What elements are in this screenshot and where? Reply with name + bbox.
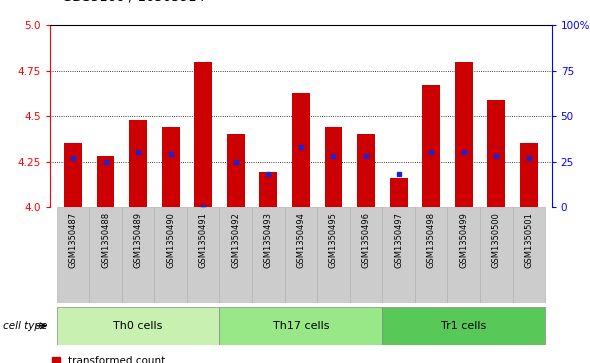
Bar — [227, 134, 245, 207]
Bar — [382, 307, 545, 345]
Text: cell type: cell type — [3, 321, 47, 331]
Bar — [447, 207, 480, 303]
Bar — [122, 207, 155, 303]
Text: transformed count: transformed count — [68, 356, 165, 363]
Text: Th0 cells: Th0 cells — [113, 321, 163, 331]
Bar — [357, 134, 375, 207]
Bar — [520, 143, 538, 207]
Text: GSM1350487: GSM1350487 — [68, 212, 77, 268]
Text: GSM1350495: GSM1350495 — [329, 212, 338, 268]
Text: GSM1350496: GSM1350496 — [362, 212, 371, 268]
Text: GSM1350499: GSM1350499 — [459, 212, 468, 268]
Bar — [513, 207, 545, 303]
Bar — [162, 127, 179, 207]
Text: GSM1350493: GSM1350493 — [264, 212, 273, 268]
Bar — [194, 62, 212, 207]
Bar — [57, 307, 219, 345]
Bar — [97, 156, 114, 207]
Bar — [422, 85, 440, 207]
Bar — [292, 93, 310, 207]
Text: Tr1 cells: Tr1 cells — [441, 321, 486, 331]
Text: GSM1350489: GSM1350489 — [133, 212, 143, 268]
Bar — [219, 307, 382, 345]
Bar — [487, 100, 505, 207]
Bar — [480, 207, 513, 303]
Text: Th17 cells: Th17 cells — [273, 321, 329, 331]
Text: GSM1350491: GSM1350491 — [199, 212, 208, 268]
Bar — [64, 143, 82, 207]
Bar — [187, 207, 219, 303]
Text: GSM1350498: GSM1350498 — [427, 212, 435, 268]
Bar — [415, 207, 447, 303]
Bar — [389, 178, 408, 207]
Text: GSM1350500: GSM1350500 — [492, 212, 501, 268]
Bar — [219, 207, 252, 303]
Text: GSM1350488: GSM1350488 — [101, 212, 110, 268]
Bar — [350, 207, 382, 303]
Text: GSM1350492: GSM1350492 — [231, 212, 240, 268]
Bar — [155, 207, 187, 303]
Bar — [317, 207, 350, 303]
Text: GSM1350494: GSM1350494 — [296, 212, 306, 268]
Text: GSM1350497: GSM1350497 — [394, 212, 403, 268]
Text: GSM1350490: GSM1350490 — [166, 212, 175, 268]
Bar — [260, 172, 277, 207]
Bar — [324, 127, 342, 207]
Bar — [129, 120, 147, 207]
Bar — [382, 207, 415, 303]
Bar — [455, 62, 473, 207]
Bar — [57, 207, 89, 303]
Bar — [284, 207, 317, 303]
Bar — [252, 207, 284, 303]
Text: GSM1350501: GSM1350501 — [525, 212, 533, 268]
Text: GDS5166 / 10505914: GDS5166 / 10505914 — [62, 0, 205, 4]
Bar — [89, 207, 122, 303]
